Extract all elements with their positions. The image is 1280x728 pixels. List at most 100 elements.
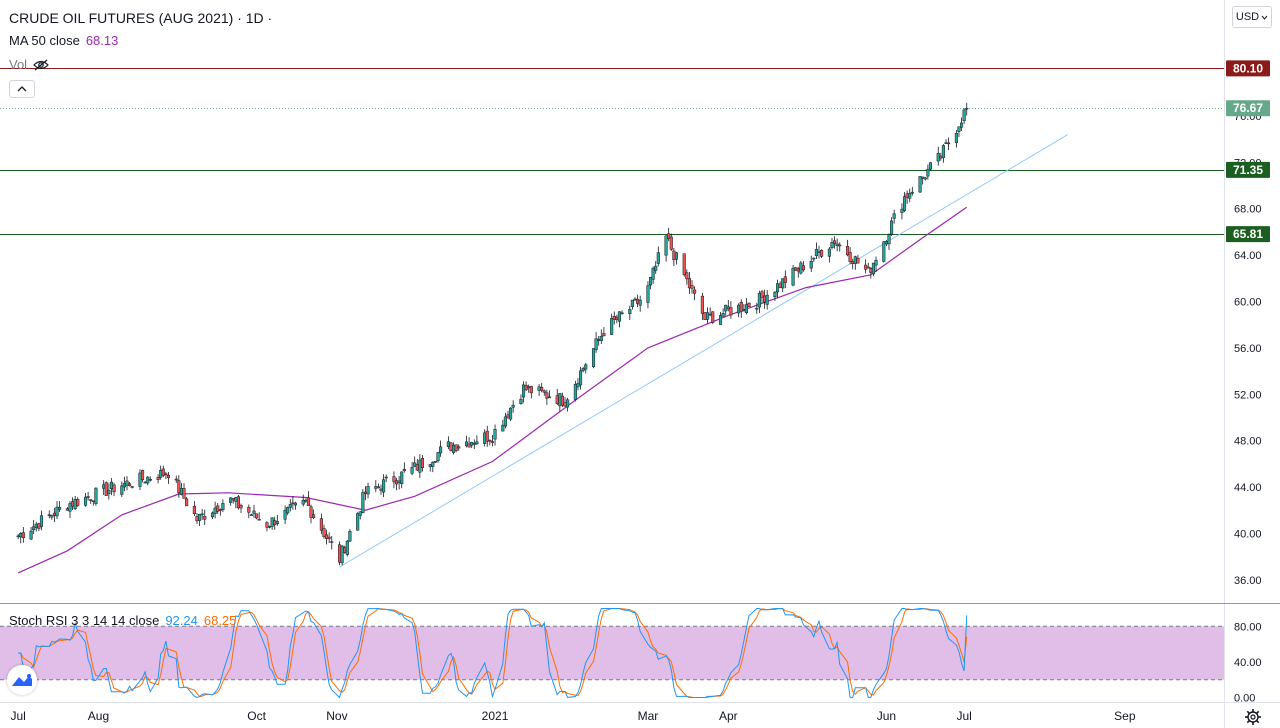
candle	[446, 436, 450, 450]
candle-body	[612, 315, 616, 320]
candle	[597, 336, 601, 346]
candle	[216, 503, 220, 514]
candle	[174, 475, 178, 484]
candle	[140, 469, 145, 483]
candle	[301, 494, 305, 507]
candle	[293, 501, 298, 510]
candle	[384, 474, 388, 483]
currency-select[interactable]: USD	[1232, 6, 1272, 28]
stoch-legend[interactable]: Stoch RSI 3 3 14 14 close 92.24 68.25	[9, 613, 236, 629]
candle	[177, 475, 181, 498]
candle	[620, 310, 624, 315]
candle	[382, 474, 386, 498]
candle	[47, 510, 51, 519]
stoch-axis[interactable]: 80.00 40.00 0.00	[1234, 621, 1262, 704]
candle-body	[563, 402, 567, 407]
price-tick-label: 60.00	[1234, 297, 1262, 309]
candle-body	[542, 390, 546, 393]
candle	[306, 491, 310, 506]
candle	[195, 513, 199, 524]
candle	[58, 501, 62, 512]
candle-body	[874, 259, 878, 266]
candle-body	[939, 155, 943, 159]
vol-legend[interactable]: Vol	[9, 57, 49, 73]
candle-body	[926, 169, 930, 177]
time-tick-label: Aug	[88, 709, 109, 723]
time-tick-label: 2021	[482, 709, 509, 723]
candle	[247, 504, 251, 519]
settings-gear-icon[interactable]	[1244, 708, 1262, 726]
candle	[275, 514, 279, 526]
candle	[667, 227, 671, 242]
candle	[545, 389, 549, 405]
candle-body	[21, 532, 25, 539]
candle	[420, 455, 425, 472]
candle-body	[706, 312, 710, 320]
candle	[763, 289, 767, 309]
candle-body	[464, 441, 469, 447]
candle-body	[519, 398, 523, 404]
eye-hidden-icon[interactable]	[33, 59, 49, 71]
candle	[674, 251, 679, 265]
candle	[273, 516, 277, 530]
candle	[726, 299, 730, 312]
candle	[148, 476, 152, 482]
candle-body	[457, 446, 461, 449]
candle	[651, 266, 655, 285]
candle	[579, 367, 583, 390]
candle-body	[182, 488, 186, 499]
candle	[869, 267, 873, 279]
candle	[19, 532, 23, 544]
chart-title[interactable]: CRUDE OIL FUTURES (AUG 2021) · 1D ·	[9, 10, 272, 26]
candle	[669, 233, 673, 251]
candle-body	[83, 496, 88, 506]
horizontal-levels[interactable]	[0, 68, 1224, 235]
symbol-title[interactable]: CRUDE OIL FUTURES (AUG 2021) · 1D ·	[9, 10, 273, 26]
candle-body	[467, 443, 471, 448]
candle	[581, 366, 585, 373]
candle-body	[384, 476, 388, 479]
candle-body	[65, 508, 69, 511]
tradingview-logo[interactable]	[7, 665, 37, 695]
candle-body	[410, 467, 414, 474]
candle	[475, 435, 479, 445]
collapse-legend-button[interactable]	[9, 80, 35, 98]
candle-body	[122, 483, 126, 488]
candle	[928, 161, 933, 171]
candle-body	[325, 534, 329, 539]
candle-body	[817, 251, 821, 254]
candle	[109, 478, 113, 496]
candle-body	[192, 505, 196, 515]
price-candles	[16, 102, 969, 566]
candle-body	[68, 503, 72, 512]
candle	[796, 266, 800, 278]
time-axis[interactable]: Jul Aug Oct Nov 2021 Mar Apr Jun Jul Sep	[10, 709, 1135, 723]
candle	[724, 304, 728, 316]
candle	[488, 439, 492, 446]
candle	[833, 236, 837, 249]
candle	[361, 489, 365, 514]
candle-body	[700, 295, 704, 314]
candle-body	[488, 439, 492, 442]
candle-body	[812, 257, 816, 260]
candle	[345, 539, 349, 557]
candle-body	[555, 395, 559, 405]
candle	[851, 258, 855, 270]
trend-line[interactable]	[339, 134, 1069, 568]
candle	[965, 102, 969, 116]
candle-body	[884, 241, 888, 245]
ma-legend[interactable]: MA 50 close 68.13	[9, 33, 118, 49]
candle	[37, 522, 41, 532]
candle-body	[198, 513, 202, 521]
candle	[83, 493, 88, 507]
candle-body	[159, 470, 163, 478]
candle	[794, 266, 798, 271]
candle	[866, 262, 870, 269]
candle-body	[651, 267, 655, 280]
candle-body	[179, 487, 183, 495]
candle	[755, 302, 759, 314]
candle-body	[820, 250, 824, 257]
candle-body	[729, 307, 733, 316]
candle-body	[415, 464, 419, 471]
